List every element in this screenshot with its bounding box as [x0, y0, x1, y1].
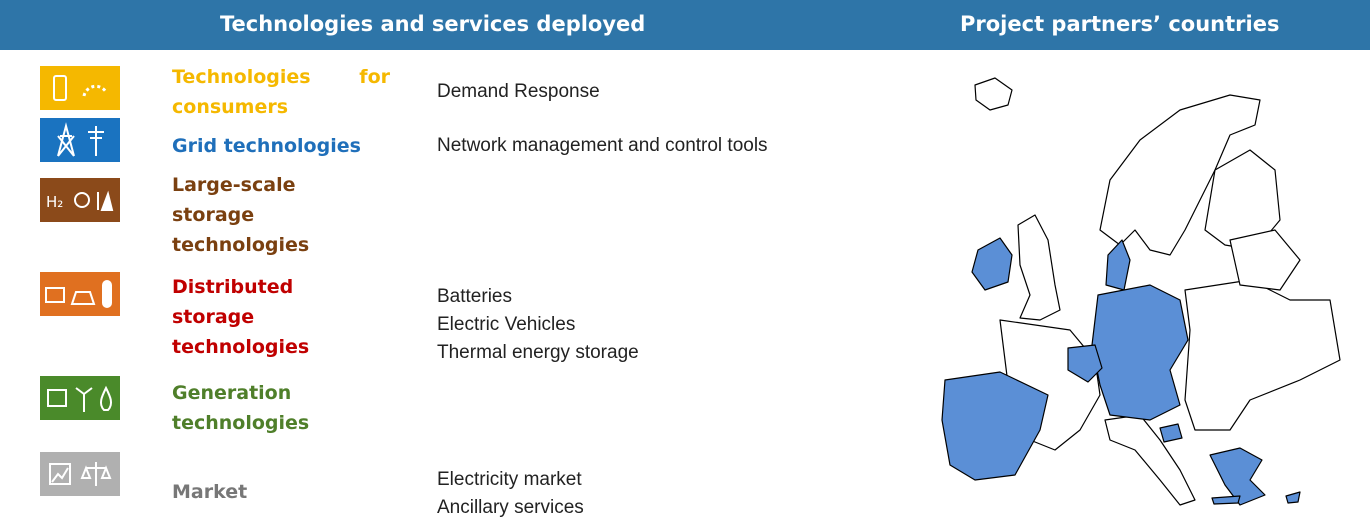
services: Demand Response: [437, 78, 600, 106]
grid-icon: [40, 118, 120, 162]
row-label: Large-scale storage technologies: [172, 174, 310, 256]
left-title: Technologies and services deployed: [220, 12, 646, 36]
greece: [1209, 447, 1266, 506]
service: Network management and control tools: [437, 135, 768, 156]
services: Network management and control tools: [437, 132, 768, 160]
germany: [1091, 284, 1189, 421]
consumer-icon: [40, 66, 120, 110]
service: Electric Vehicles: [437, 314, 576, 335]
services: Electricity market Ancillary services: [437, 466, 584, 522]
distributed-storage-icon: [40, 272, 120, 316]
ireland: [971, 237, 1013, 291]
services: Batteries Electric Vehicles Thermal energy…: [437, 283, 639, 367]
row-label: Technologies for consumers: [172, 66, 390, 118]
denmark: [1105, 239, 1131, 291]
service: Electricity market: [437, 469, 582, 490]
spain: [941, 371, 1049, 481]
central-east: [1184, 279, 1341, 431]
service: Demand Response: [437, 81, 600, 102]
right-title: Project partners’ countries: [960, 12, 1280, 36]
row-label: Distributed storage technologies: [172, 276, 310, 358]
service: Thermal energy storage: [437, 342, 639, 363]
row-label: Grid technologies: [172, 135, 361, 157]
scandinavia: [1099, 94, 1261, 256]
market-icon: [40, 452, 120, 496]
cyprus: [1285, 491, 1301, 504]
row-label: Market: [172, 481, 248, 503]
baltics: [1229, 229, 1301, 291]
belgium: [1067, 344, 1103, 383]
row-label: Generation technologies: [172, 382, 310, 434]
large-storage-icon: H₂: [40, 178, 120, 222]
header-bar: Technologies and services deployed Proje…: [0, 0, 1370, 50]
iceland: [974, 77, 1013, 111]
service: Batteries: [437, 286, 512, 307]
generation-icon: [40, 376, 120, 420]
great-britain: [1017, 214, 1061, 321]
italy: [1104, 414, 1196, 506]
service: Ancillary services: [437, 497, 584, 518]
icon-label: H₂: [46, 193, 63, 211]
slovenia: [1159, 423, 1183, 443]
crete: [1211, 495, 1241, 505]
